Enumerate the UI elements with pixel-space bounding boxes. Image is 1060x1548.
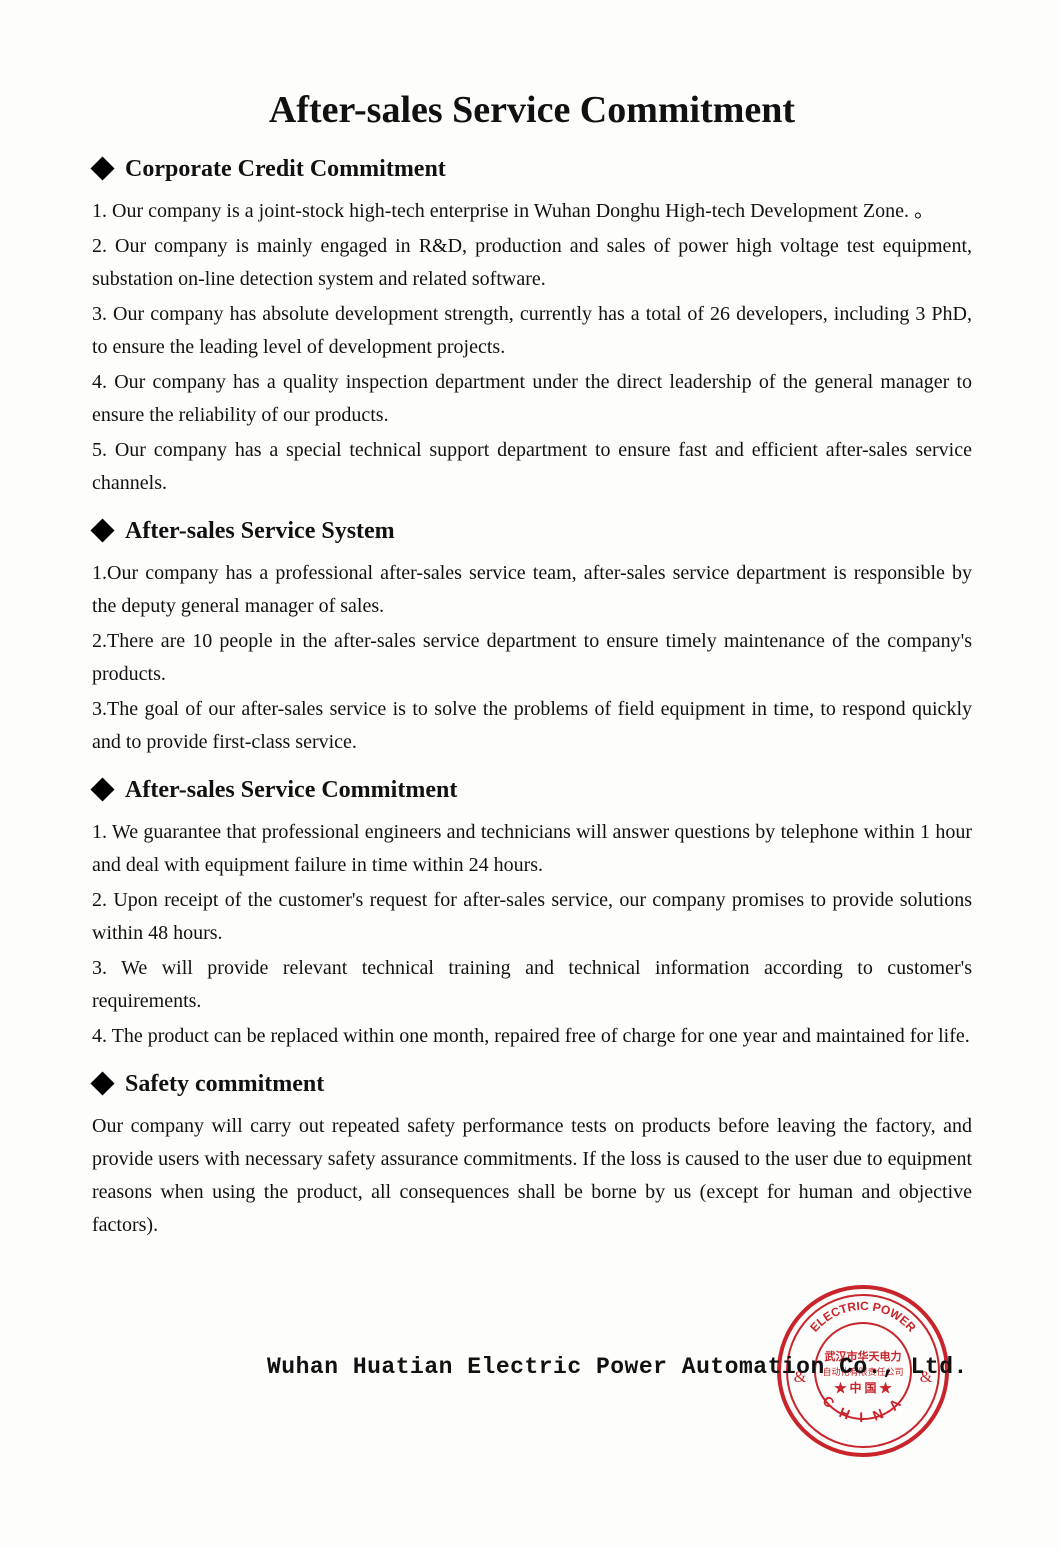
diamond-icon [90,1071,114,1095]
body-paragraph: 2.There are 10 people in the after-sales… [92,625,972,691]
document-title: After-sales Service Commitment [92,88,972,132]
section-heading-text: After-sales Service Commitment [125,777,457,804]
seal-text-top: ELECTRIC POWER [807,1299,919,1335]
seal-text-inner: ★ 中 国 ★ [834,1380,891,1395]
section-heading: Corporate Credit Commitment [92,156,972,183]
diamond-icon [90,156,114,180]
body-paragraph: 1. We guarantee that professional engine… [92,816,972,882]
body-paragraph: Our company will carry out repeated safe… [92,1110,972,1242]
body-paragraph: 3. Our company has absolute development … [92,298,972,364]
diamond-icon [90,777,114,801]
body-paragraph: 3. We will provide relevant technical tr… [92,952,972,1018]
body-paragraph: 2. Upon receipt of the customer's reques… [92,884,972,950]
body-paragraph: 4. Our company has a quality inspection … [92,366,972,432]
body-paragraph: 1.Our company has a professional after-s… [92,557,972,623]
signature-block: Wuhan Huatian Electric Power Automation … [92,1288,972,1488]
seal-text-bottom: C H I N A [819,1392,906,1425]
svg-text:ELECTRIC POWER: ELECTRIC POWER [807,1299,919,1335]
body-paragraph: 2. Our company is mainly engaged in R&D,… [92,230,972,296]
company-name: Wuhan Huatian Electric Power Automation … [267,1354,968,1380]
section-heading: After-sales Service Commitment [92,777,972,804]
section-heading: After-sales Service System [92,518,972,545]
body-paragraph: 5. Our company has a special technical s… [92,434,972,500]
section-heading-text: Corporate Credit Commitment [125,156,446,183]
diamond-icon [90,518,114,542]
body-paragraph: 1. Our company is a joint-stock high-tec… [92,195,972,228]
section-heading: Safety commitment [92,1071,972,1098]
body-paragraph: 3.The goal of our after-sales service is… [92,693,972,759]
svg-text:C H I N A: C H I N A [819,1392,906,1425]
body-paragraph: 4. The product can be replaced within on… [92,1020,972,1053]
section-heading-text: After-sales Service System [125,518,395,545]
page: After-sales Service Commitment Corporate… [0,0,1060,1548]
section-heading-text: Safety commitment [125,1071,324,1098]
